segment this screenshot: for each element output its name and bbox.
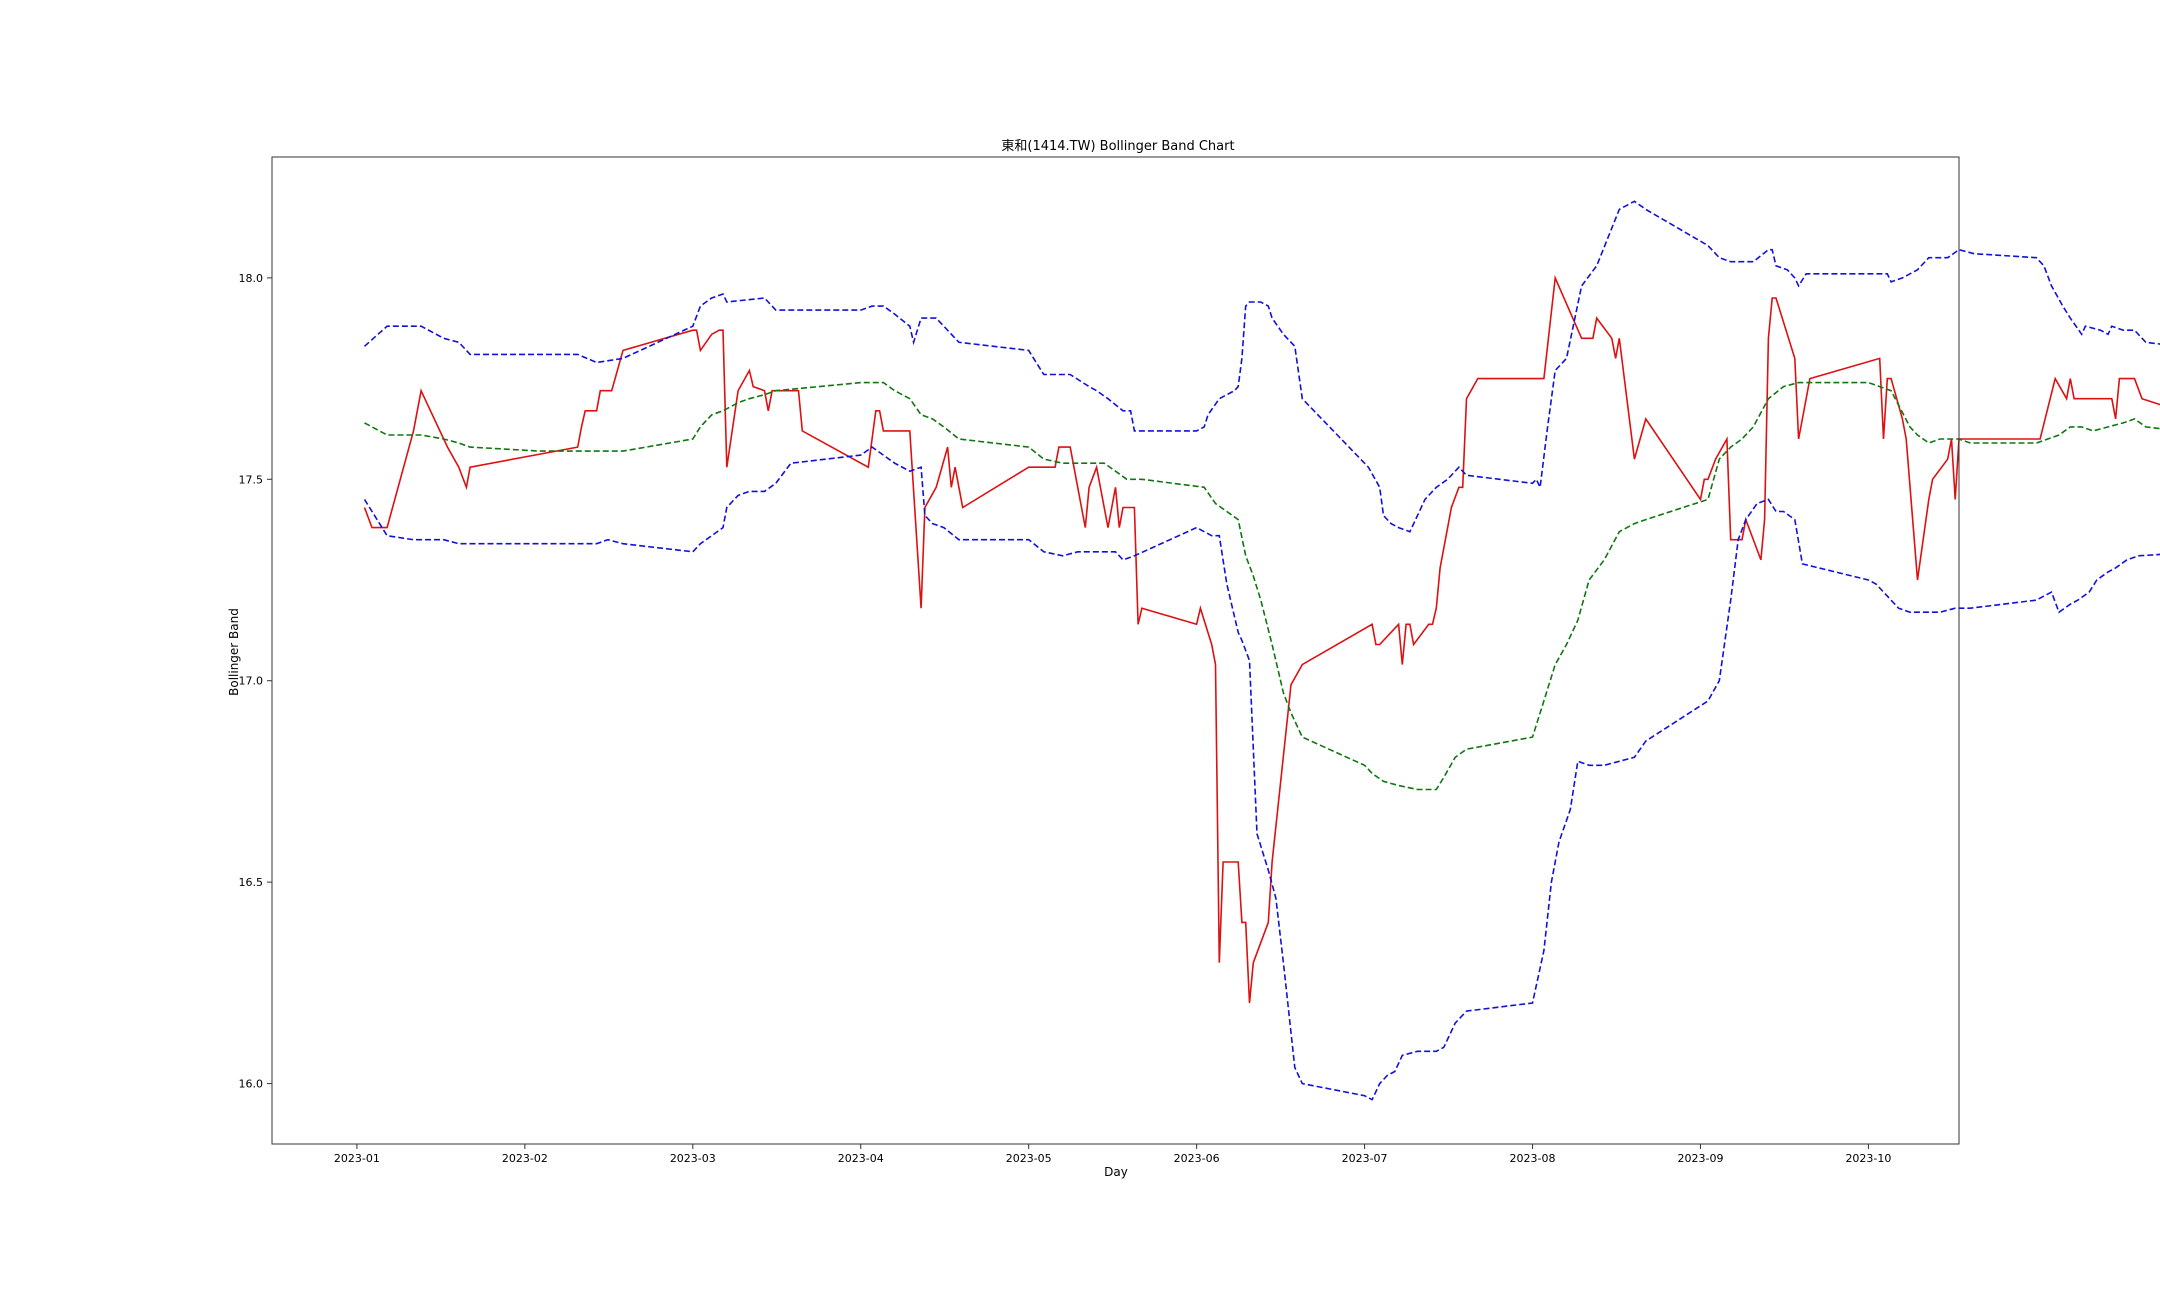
series-line-0 <box>363 274 2160 1004</box>
plot-frame <box>271 156 1960 1145</box>
x-tick-label: 2023-10 <box>1845 1152 1891 1165</box>
series-line-3 <box>364 381 2160 791</box>
y-tick-label: 16.0 <box>239 1078 264 1091</box>
y-axis-title: Bollinger Band <box>227 608 241 696</box>
x-tick-label: 2023-01 <box>334 1152 380 1165</box>
x-axis: 2023-01 2023-02 2023-03 2023-04 2023-05 2023-… <box>334 1144 1891 1165</box>
y-tick-label: 17.5 <box>239 473 264 486</box>
y-tick-label: 16.5 <box>239 876 264 889</box>
series-line-1 <box>363 200 2160 533</box>
x-tick-label: 2023-09 <box>1677 1152 1723 1165</box>
y-tick-label: 18.0 <box>239 272 264 285</box>
x-tick-label: 2023-03 <box>670 1152 716 1165</box>
y-tick-label: 17.0 <box>239 675 264 688</box>
plot-area <box>363 200 2160 1101</box>
x-tick-label: 2023-05 <box>1006 1152 1052 1165</box>
x-tick-label: 2023-04 <box>838 1152 884 1165</box>
chart-title: 東和(1414.TW) Bollinger Band Chart <box>1001 138 1234 154</box>
x-tick-label: 2023-02 <box>502 1152 548 1165</box>
y-axis: 16.0 16.5 17.0 17.5 18.0 <box>239 272 272 1091</box>
series-line-2 <box>363 446 2160 1101</box>
x-axis-title: Day <box>1104 1165 1128 1179</box>
x-tick-label: 2023-08 <box>1510 1152 1556 1165</box>
x-tick-label: 2023-06 <box>1174 1152 1220 1165</box>
x-tick-label: 2023-07 <box>1342 1152 1388 1165</box>
